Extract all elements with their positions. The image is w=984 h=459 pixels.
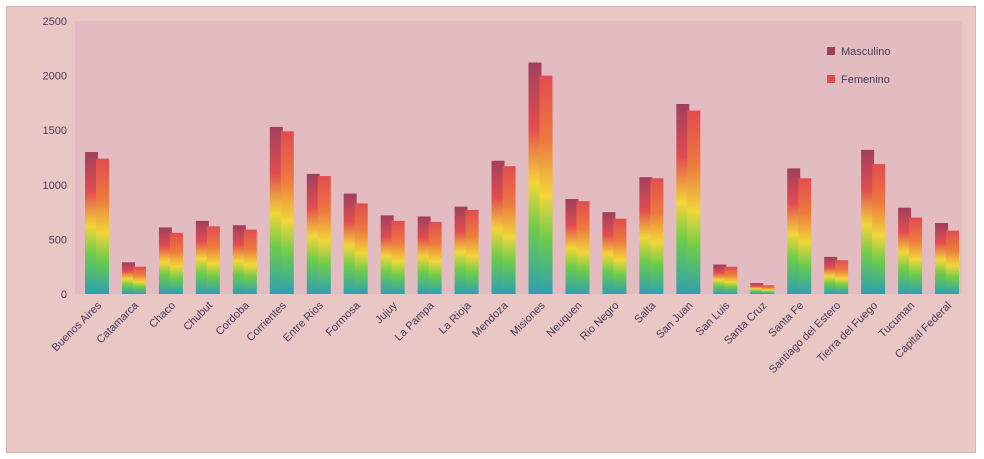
bar-series-2 (835, 260, 849, 294)
y-axis: 0 500 1000 1500 2000 2500 (43, 16, 67, 301)
chart-frame: 0 500 1000 1500 2000 2500 Buenos Aires Catamar… (6, 6, 976, 453)
bar-series-2 (761, 285, 775, 294)
y-tick-label: 1000 (43, 180, 67, 192)
x-tick-label: Chubut (181, 300, 215, 334)
x-tick-label: Chaco (147, 300, 178, 331)
bar-series-2 (428, 221, 442, 294)
x-tick-label: Mendoza (470, 299, 511, 340)
bar-series-2 (206, 226, 220, 294)
x-tick-label: Rio Negro (578, 300, 622, 344)
bar-series-1 (343, 193, 357, 294)
bar-series-2 (909, 217, 923, 294)
x-tick-label: Entre Rios (281, 299, 326, 344)
bar-series-2 (687, 110, 701, 294)
bar-series-1 (528, 62, 542, 294)
legend-swatch (827, 47, 835, 55)
bar-series-2 (613, 218, 627, 294)
bars (85, 62, 960, 294)
plot-area (75, 21, 962, 294)
y-tick-label: 2000 (43, 71, 67, 83)
bar-series-1 (454, 206, 468, 294)
x-tick-label: Jujuy (373, 299, 400, 326)
bar-series-2 (465, 209, 479, 294)
x-tick-label: Santiago del Estero (767, 300, 843, 376)
x-tick-label: Misiones (508, 299, 548, 339)
x-tick-label: Formosa (324, 299, 364, 339)
x-tick-label: La Pampa (393, 299, 438, 344)
bar-series-1 (713, 264, 727, 294)
bar-series-1 (380, 215, 394, 294)
bar-series-2 (502, 166, 516, 294)
bar-series-1 (676, 103, 690, 294)
bar-series-1 (639, 177, 653, 294)
bar-series-2 (96, 158, 109, 294)
bar-series-1 (85, 152, 98, 294)
y-tick-label: 500 (49, 234, 67, 246)
bar-series-1 (935, 223, 949, 294)
legend: Masculino Femenino (827, 46, 891, 86)
bar-series-1 (306, 173, 320, 294)
bar-series-1 (787, 168, 801, 294)
bar-series-2 (650, 178, 664, 294)
bar-series-2 (354, 203, 368, 294)
bar-series-2 (798, 178, 812, 294)
y-tick-label: 0 (61, 289, 67, 301)
bar-series-2 (391, 220, 405, 294)
bar-series-2 (724, 266, 738, 294)
bar-series-1 (158, 227, 172, 294)
bar-series-2 (576, 201, 590, 294)
legend-label: Masculino (841, 46, 891, 58)
x-tick-label: San Juan (654, 300, 695, 341)
x-tick-label: La Rioja (437, 299, 475, 337)
y-tick-label: 2500 (43, 16, 67, 28)
bar-series-2 (317, 176, 331, 294)
bar-series-1 (602, 212, 616, 294)
bar-series-2 (169, 232, 183, 294)
legend-swatch (827, 75, 835, 83)
bar-series-1 (195, 220, 209, 294)
bar-series-1 (121, 262, 135, 294)
x-tick-label: Buenos Aires (50, 299, 105, 354)
bar-series-1 (565, 198, 579, 294)
bar-series-1 (750, 283, 764, 294)
bar-series-1 (898, 207, 912, 294)
bar-series-2 (946, 230, 960, 294)
bar-chart: 0 500 1000 1500 2000 2500 Buenos AiresCatamar… (43, 16, 962, 376)
x-tick-label: Salta (632, 299, 659, 326)
bar-series-2 (872, 164, 886, 294)
legend-label: Femenino (841, 74, 890, 86)
y-tick-label: 1500 (43, 125, 67, 137)
bar-series-1 (232, 225, 246, 294)
bar-series-2 (280, 131, 294, 294)
bar-series-1 (824, 256, 838, 294)
bar-series-1 (861, 149, 875, 294)
bar-series-2 (539, 75, 553, 294)
bar-series-2 (132, 266, 146, 294)
bar-series-1 (269, 126, 283, 294)
bar-series-2 (243, 229, 257, 294)
bar-series-1 (417, 216, 431, 294)
bar-series-1 (491, 160, 505, 294)
